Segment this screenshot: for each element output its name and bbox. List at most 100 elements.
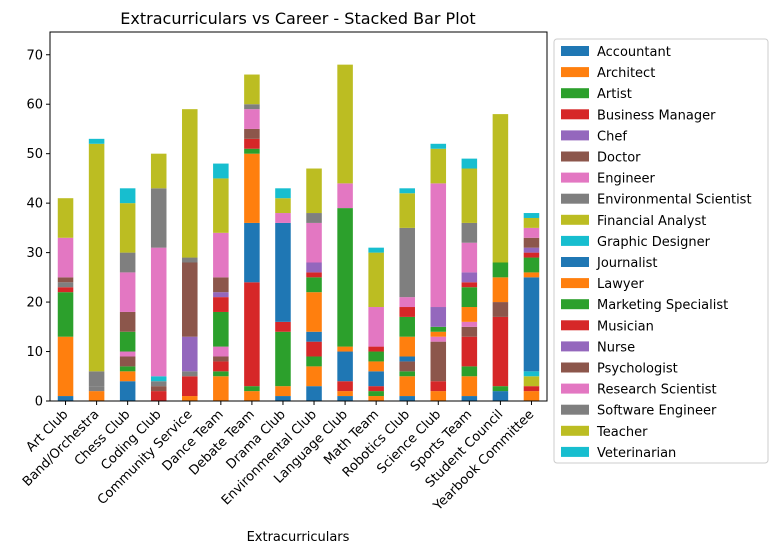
bar-segment [368, 386, 384, 392]
bar-segment [492, 391, 509, 401]
bar-segment [57, 277, 74, 283]
bar-segment [523, 391, 540, 401]
bar-segment [430, 143, 447, 149]
legend-label: Nurse [597, 340, 635, 355]
bar-segment [244, 391, 260, 401]
bar-segment [150, 386, 167, 392]
bar-segment [213, 376, 229, 401]
bar-segment [306, 222, 322, 263]
bar-segment [430, 307, 447, 327]
legend-label: Graphic Designer [597, 235, 711, 250]
bar-segment [399, 188, 415, 194]
bar-segment [119, 356, 136, 367]
bar-segment [523, 227, 540, 238]
legend-frame [553, 38, 769, 464]
bar-segment [492, 277, 509, 303]
bar-segment [306, 262, 322, 273]
bar-segment [337, 64, 353, 184]
bar-segment [244, 74, 260, 105]
bar-segment [213, 311, 229, 347]
legend-swatch [561, 235, 589, 246]
bar-segment [213, 346, 229, 357]
bar-segment [523, 272, 540, 278]
legend-label: Psychologist [597, 362, 678, 377]
bar-segment [119, 371, 136, 382]
legend-label: Marketing Specialist [597, 298, 728, 313]
bar-segment [461, 376, 478, 397]
legend-swatch [561, 172, 589, 183]
legend-label: Journalist [596, 256, 657, 271]
bar-segment [368, 371, 384, 387]
bar-segment [57, 287, 74, 293]
bar-segment [399, 336, 415, 357]
bar-segment [492, 386, 509, 392]
bar-segment [399, 316, 415, 337]
bar-segment [150, 247, 167, 377]
legend-swatch [561, 341, 589, 352]
legend-label: Teacher [596, 425, 648, 440]
legend-swatch [561, 404, 589, 415]
y-tick-label: 70 [26, 48, 43, 63]
legend-label: Software Engineer [597, 404, 717, 419]
bar-segment [88, 143, 105, 372]
y-tick-label: 40 [26, 197, 43, 212]
bar-segment [461, 287, 478, 308]
bar-segment [275, 386, 291, 397]
bar-segment [213, 232, 229, 278]
bar-segment [275, 198, 291, 214]
bar-segment [306, 386, 322, 401]
bar-segment [399, 371, 415, 377]
bar-segment [461, 396, 478, 401]
bar-segment [182, 257, 198, 263]
bar-segment [368, 391, 384, 397]
bar-segment [57, 292, 74, 337]
bar-segment [461, 321, 478, 327]
bar-segment [244, 148, 260, 154]
bar-segment [306, 292, 322, 332]
bar-segment [399, 193, 415, 228]
bar-segment [337, 351, 353, 382]
bar-segment [430, 148, 447, 184]
bar-segment [337, 183, 353, 209]
bar-segment [182, 396, 198, 401]
bar-segment [150, 376, 167, 382]
bar-segment [368, 307, 384, 347]
legend-swatch [561, 46, 589, 56]
legend-label: Musician [597, 319, 654, 334]
bar-segment [430, 183, 447, 308]
y-tick-label: 0 [35, 395, 43, 410]
bar-segment [213, 277, 229, 293]
bar-segment [182, 371, 198, 377]
bar-segment [306, 331, 322, 342]
bar-segment [150, 381, 167, 387]
bar-segment [337, 391, 353, 397]
bar-segment [461, 242, 478, 273]
bar-segment [119, 351, 136, 357]
legend-swatch [561, 257, 589, 267]
y-tick-label: 10 [26, 345, 43, 360]
bar-segment [182, 262, 198, 337]
bar-segment [275, 222, 291, 322]
bar-segment [368, 396, 384, 401]
bar-segment [119, 381, 136, 401]
bar-segment [368, 351, 384, 362]
y-axis: 0 10 20 30 40 50 60 70 [26, 48, 50, 410]
legend-swatch [561, 299, 589, 310]
legend-swatch [561, 109, 589, 120]
bar-segment [461, 272, 478, 283]
bar-segment [182, 109, 198, 258]
bar-segment [88, 138, 105, 144]
bar-segment [275, 321, 291, 332]
bar-segment [88, 391, 105, 401]
legend-swatch [561, 383, 589, 394]
bar-segment [306, 366, 322, 387]
bar-segment [368, 361, 384, 372]
bar-segment [399, 227, 415, 298]
chart-title: Extracurriculars vs Career - Stacked Bar… [120, 9, 475, 28]
bar-segment [88, 371, 105, 387]
legend-swatch [561, 67, 589, 78]
bar-segment [461, 222, 478, 243]
bar-segment [523, 217, 540, 228]
bar-segment [461, 307, 478, 322]
